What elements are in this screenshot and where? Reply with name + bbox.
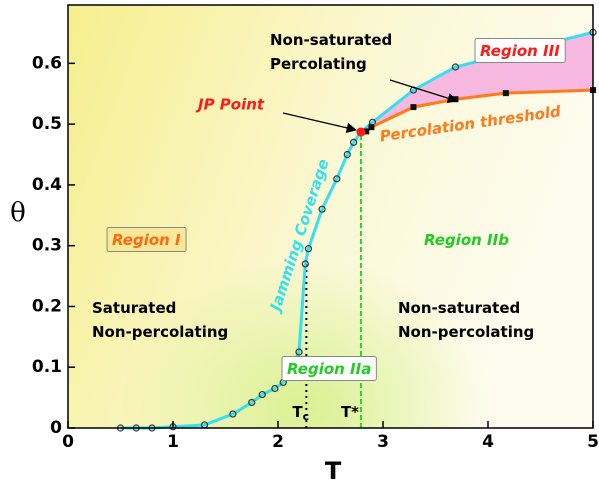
square-marker <box>368 124 375 131</box>
annotation-text: Non-saturated Percolating <box>270 31 392 73</box>
annotation-text: Region I <box>112 231 181 249</box>
circle-marker <box>318 205 326 213</box>
annotation-text: Non-saturated Non-percolating <box>398 299 534 341</box>
annotation: Region I <box>106 227 187 252</box>
x-tick-label: 5 <box>587 432 599 452</box>
annotation-line: Non-saturated <box>270 31 392 49</box>
annotation: Non-saturated Non-percolating <box>398 299 534 341</box>
jp-point <box>356 127 366 137</box>
annotation-box <box>106 227 187 252</box>
annotation-text: Region IIb <box>424 231 509 249</box>
jp-label: JP Point <box>195 96 265 114</box>
x-tick-label: 0 <box>62 432 74 452</box>
y-tick-label: 0.1 <box>32 357 62 377</box>
circle-marker <box>248 398 256 407</box>
circle-marker <box>271 384 279 393</box>
annotation-line: Region III <box>480 42 560 60</box>
y-tick-label: 0.3 <box>32 236 62 256</box>
square-marker <box>410 104 417 111</box>
circle-marker <box>333 175 341 183</box>
percolating-arrow <box>389 79 458 104</box>
circle-marker <box>304 245 313 253</box>
circle-marker <box>343 150 351 159</box>
y-tick-label: 0.4 <box>32 175 62 195</box>
plot-frame <box>67 4 594 429</box>
annotation-line: Region I <box>112 231 181 249</box>
jp-arrow <box>282 112 358 133</box>
x-axis-label: T <box>325 457 342 485</box>
threshold-label: Tc <box>292 403 309 424</box>
y-tick-label: 0 <box>50 418 62 438</box>
threshold-label: T* <box>341 403 359 421</box>
square-marker <box>502 90 509 97</box>
x-tick-label: 1 <box>167 432 179 452</box>
annotation-line: Saturated <box>92 299 176 317</box>
annotation-line: Region IIb <box>424 231 509 249</box>
x-tick-label: 3 <box>377 432 389 452</box>
y-tick-label: 0.5 <box>32 114 62 134</box>
annotation-line: Non-percolating <box>398 323 534 341</box>
circle-marker <box>229 410 237 418</box>
annotation: Region III <box>474 38 566 63</box>
annotation-text: Saturated Non-percolating <box>92 299 228 341</box>
threshold-label-main: T* <box>341 403 359 421</box>
circle-marker <box>301 260 309 268</box>
threshold-label-sub: c <box>303 410 310 423</box>
series-line <box>120 30 594 430</box>
threshold-label-main: T <box>292 403 303 421</box>
circle-marker <box>451 63 460 71</box>
annotation-box <box>474 38 566 63</box>
y-tick-label: 0.2 <box>32 296 62 316</box>
annotation: Region IIa <box>281 356 377 381</box>
annotation-line: Non-saturated <box>398 299 520 317</box>
annotation-box <box>281 356 377 381</box>
circle-marker <box>258 390 266 399</box>
annotation-text: Region III <box>480 42 560 60</box>
annotation: Saturated Non-percolating <box>92 299 228 341</box>
annotation-line: Region IIa <box>287 360 371 378</box>
square-marker <box>363 128 370 135</box>
annotation-line: Percolating <box>270 55 367 73</box>
annotation: Non-saturated Percolating <box>270 31 392 73</box>
annotation: Region IIb <box>424 231 509 249</box>
circle-marker <box>350 138 358 146</box>
annotation-line: Non-percolating <box>92 323 228 341</box>
x-tick-label: 4 <box>482 432 494 452</box>
circle-marker <box>295 348 303 356</box>
y-tick-label: 0.6 <box>32 53 62 73</box>
x-tick-label: 2 <box>272 432 284 452</box>
y-axis-label: θ <box>10 198 26 228</box>
annotation-text: Region IIa <box>287 360 371 378</box>
